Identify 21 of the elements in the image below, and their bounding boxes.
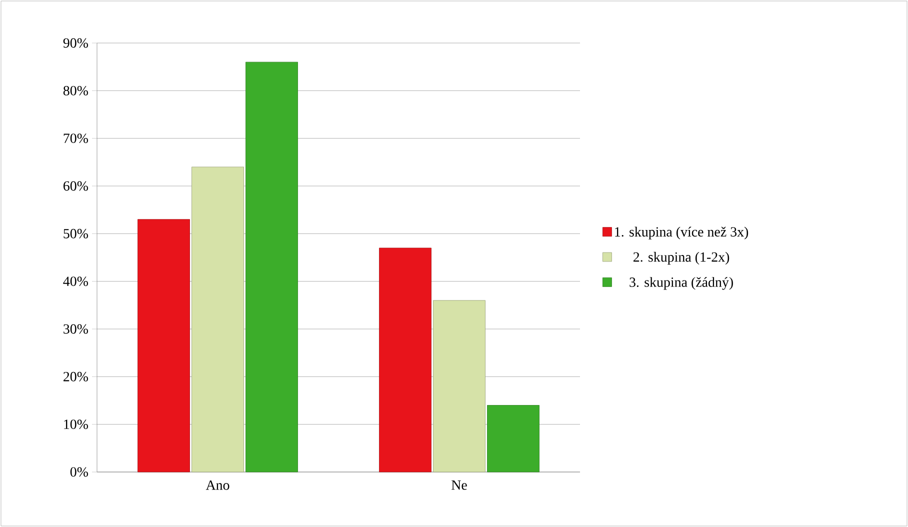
bar xyxy=(246,62,298,472)
y-tick-label: 70% xyxy=(64,134,88,144)
y-tick-label: 10% xyxy=(64,420,88,430)
y-tick-label: 40% xyxy=(63,276,88,286)
y-tick-label: 60% xyxy=(64,181,88,191)
bar xyxy=(379,248,432,472)
bar xyxy=(192,166,244,472)
y-tick-label: 0% xyxy=(70,467,88,477)
y-tick-label: 50% xyxy=(64,228,88,238)
bar xyxy=(138,219,190,472)
legend-label: 3. skupina (žádný) xyxy=(630,277,733,290)
y-tick-label: 90% xyxy=(63,38,88,48)
legend-label: 1. skupina (více než 3x) xyxy=(615,226,748,240)
y-tick-label: 20% xyxy=(64,372,88,382)
y-tick-label: 30% xyxy=(64,324,88,334)
x-tick-label: Ne xyxy=(452,480,467,490)
y-tick-label: 80% xyxy=(63,86,88,96)
legend-label: 2. skupina (1-2x) xyxy=(633,252,730,265)
x-tick-label: Ano xyxy=(206,480,230,490)
bar xyxy=(487,405,540,472)
bar xyxy=(433,300,486,472)
